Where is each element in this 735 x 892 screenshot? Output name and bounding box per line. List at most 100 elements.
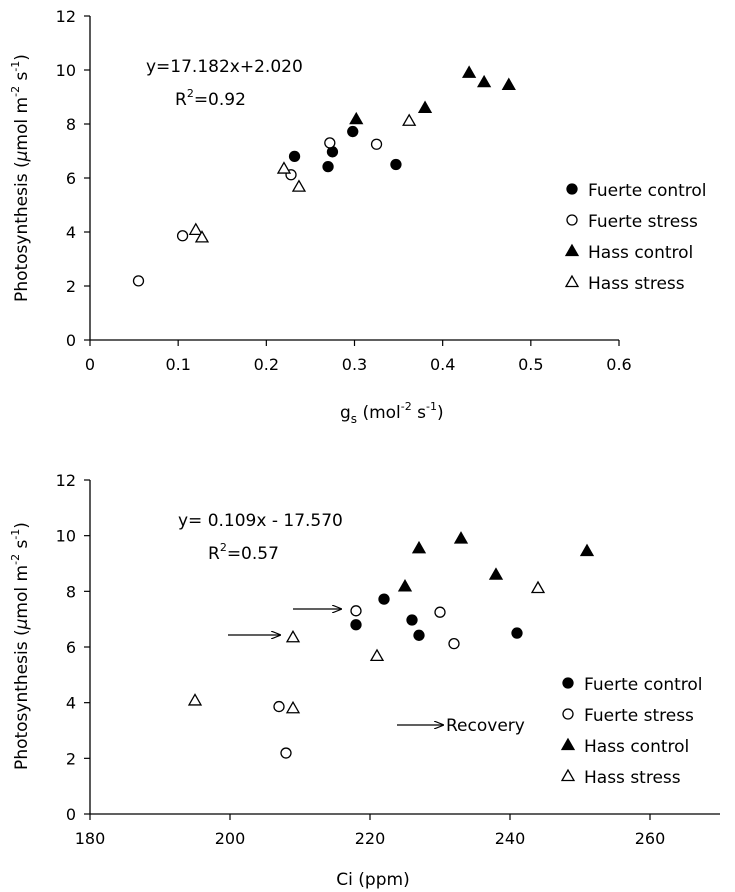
- y-tick-label: 4: [66, 223, 76, 242]
- legend-label-hass-stress: Hass stress: [588, 274, 685, 294]
- legend-label-hass-control: Hass control: [584, 737, 689, 757]
- hass-stress-point: [369, 648, 385, 662]
- fuerte-control-point: [288, 150, 301, 163]
- x-ticks: 0 0.1 0.2 0.3 0.4 0.5 0.6: [85, 340, 632, 374]
- legend-marker-hass-stress: [560, 768, 576, 782]
- y-tick-label: 6: [66, 169, 76, 188]
- x-tick-label: 260: [635, 829, 666, 848]
- fuerte-control-point: [350, 619, 362, 631]
- fuerte-stress-point: [448, 638, 460, 650]
- y-tick-label: 6: [66, 638, 76, 657]
- y-label-mu: μ: [12, 618, 32, 630]
- chart-gs: 0 0.1 0.2 0.3 0.4 0.5 0.6 0 2 4 6 8 10 12 y=17.182x+…: [9, 7, 707, 426]
- recovery-label: Recovery: [446, 716, 525, 736]
- y-tick-label: 0: [66, 805, 76, 824]
- r-squared-value: =0.92: [194, 90, 246, 110]
- x-axis-label-rest: (mol: [357, 403, 401, 423]
- hass-stress-point: [276, 161, 292, 174]
- legend-label-fuerte-control: Fuerte control: [584, 675, 703, 695]
- legend-label-fuerte-stress: Fuerte stress: [588, 212, 698, 232]
- legend-marker-fuerte-stress: [562, 708, 574, 720]
- fuerte-control-point: [390, 158, 402, 171]
- fuerte-control-point: [322, 161, 334, 173]
- y-label-sup1: -2: [9, 86, 22, 97]
- hass-control-point: [411, 540, 427, 554]
- x-axis-label-end: ): [437, 403, 444, 423]
- legend: Fuerte control Fuerte stress Hass control H…: [560, 675, 703, 788]
- fuerte-stress-point: [273, 700, 285, 713]
- fuerte-control-point: [406, 614, 418, 626]
- hass-control-point: [488, 567, 504, 580]
- fuerte-control-point: [413, 629, 425, 641]
- y-ticks: 0 2 4 6 8 10 12: [56, 7, 90, 350]
- legend-marker-fuerte-control: [566, 183, 578, 195]
- y-label-main: Photosynthesis (: [12, 161, 32, 302]
- r-squared: R2=0.92: [175, 87, 246, 110]
- y-tick-label: 12: [56, 7, 76, 26]
- r-squared-sup: 2: [220, 541, 227, 554]
- r-squared-sup: 2: [187, 87, 194, 100]
- fuerte-stress-point: [324, 137, 336, 149]
- legend: Fuerte control Fuerte stress Hass control H…: [564, 181, 707, 294]
- hass-stress-point: [188, 222, 203, 235]
- fuerte-control-point: [511, 627, 523, 639]
- fuerte-stress-point: [434, 606, 446, 618]
- x-tick-label: 180: [75, 829, 106, 848]
- legend-label-hass-control: Hass control: [588, 243, 693, 263]
- legend-marker-fuerte-stress: [566, 214, 578, 226]
- y-tick-label: 8: [66, 582, 76, 601]
- hass-stress-point: [402, 113, 417, 126]
- y-label-s: s: [12, 72, 32, 86]
- y-ticks: 0 2 4 6 8 10 12: [56, 471, 90, 824]
- x-tick-label: 0: [85, 355, 95, 374]
- fuerte-stress-point: [280, 747, 292, 759]
- legend-marker-hass-stress: [564, 274, 580, 288]
- x-tick-label: 0.5: [518, 355, 543, 374]
- x-axis-label-mid: s: [412, 403, 426, 423]
- r-squared-label: R: [175, 90, 187, 110]
- y-label-sup1: -2: [9, 554, 22, 565]
- r-squared-label: R: [208, 544, 220, 564]
- x-tick-label: 0.6: [606, 355, 631, 374]
- y-label-end: ): [12, 522, 32, 529]
- hass-control-point: [461, 65, 477, 78]
- y-axis-label: Photosynthesis (μmol m-2 s-1): [9, 522, 32, 770]
- y-tick-label: 4: [66, 694, 76, 713]
- regression-equation: y=17.182x+2.020: [146, 57, 303, 77]
- fuerte-stress-point: [132, 275, 145, 287]
- y-label-mu: μ: [12, 150, 32, 162]
- x-tick-label: 240: [495, 829, 526, 848]
- points: [132, 65, 516, 287]
- y-tick-label: 10: [56, 527, 76, 546]
- hass-control-point: [417, 100, 433, 113]
- y-axis-label: Photosynthesis (μmol m-2 s-1): [9, 54, 32, 302]
- x-axis-label-sub: s: [351, 412, 357, 426]
- r-squared: R2=0.57: [208, 541, 279, 564]
- fuerte-stress-point: [176, 230, 189, 242]
- x-tick-label: 0.2: [254, 355, 279, 374]
- legend-marker-fuerte-control: [562, 677, 574, 689]
- y-tick-label: 8: [66, 115, 76, 134]
- y-tick-label: 2: [66, 277, 76, 296]
- x-axis-label: gs (mol-2 s-1): [340, 400, 444, 426]
- x-tick-label: 200: [215, 829, 246, 848]
- hass-stress-point: [291, 179, 307, 192]
- hass-stress-point: [285, 700, 301, 714]
- chart-ci: 180 200 220 240 260 0 2 4 6 8 10 12 y= 0.109x - 17…: [9, 471, 720, 890]
- x-ticks: 180 200 220 240 260: [75, 814, 666, 848]
- fuerte-control-point: [378, 593, 390, 605]
- y-tick-label: 2: [66, 749, 76, 768]
- r-squared-value: =0.57: [227, 544, 279, 564]
- y-tick-label: 10: [56, 61, 76, 80]
- hass-control-point: [501, 77, 516, 90]
- regression-equation: y= 0.109x - 17.570: [178, 511, 343, 531]
- hass-stress-point: [285, 629, 301, 643]
- fuerte-stress-point: [370, 138, 383, 150]
- x-tick-label: 0.1: [165, 355, 190, 374]
- fuerte-stress-point: [350, 605, 362, 617]
- x-axis-label-sup1: -2: [401, 400, 412, 413]
- x-axis-label-g: g: [340, 403, 351, 423]
- hass-control-point: [476, 74, 492, 88]
- y-label-mid: mol m: [12, 97, 32, 151]
